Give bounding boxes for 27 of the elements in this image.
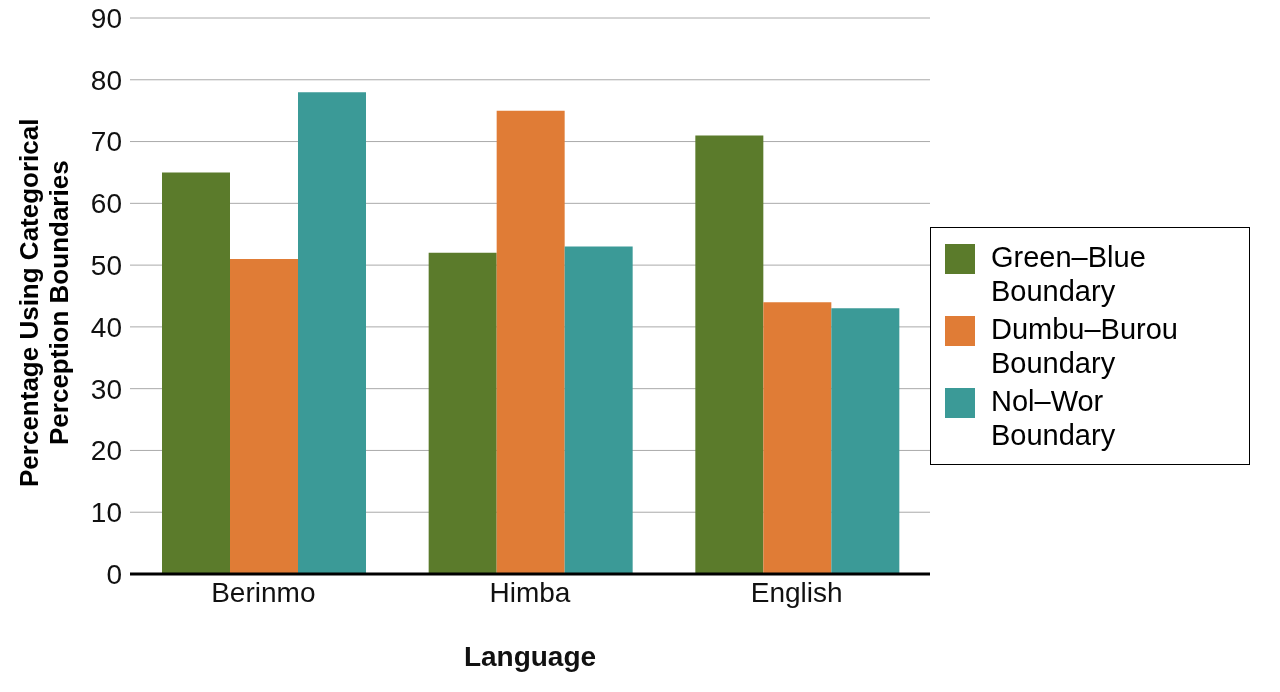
legend-label: Dumbu–Burou Boundary — [991, 312, 1179, 380]
bar — [298, 92, 366, 574]
x-tick-label: Berinmo — [211, 576, 316, 608]
y-tick-label: 10 — [90, 497, 122, 529]
bar — [496, 110, 565, 574]
bar — [763, 302, 832, 574]
y-tick-label: 70 — [90, 126, 122, 158]
bar — [831, 308, 900, 574]
y-tick-label: 40 — [90, 311, 122, 343]
bar — [162, 172, 230, 574]
bar — [695, 135, 764, 574]
y-tick-label: 80 — [90, 64, 122, 96]
x-axis-title: Language — [463, 641, 597, 672]
bar — [230, 258, 298, 574]
bar — [564, 246, 633, 574]
y-tick-label: 60 — [90, 188, 122, 220]
legend-label: Green–Blue Boundary — [991, 240, 1147, 308]
bar — [428, 252, 497, 574]
y-tick-label: 90 — [90, 2, 122, 34]
legend-label: Nol–Wor Boundary — [991, 384, 1117, 452]
x-tick-label: Himba — [489, 576, 571, 608]
y-tick-label: 0 — [106, 558, 122, 590]
y-axis-title: Percentage Using Categorical Perception Boundaries — [14, 117, 74, 490]
x-tick-label: English — [750, 576, 843, 608]
y-tick-label: 30 — [90, 373, 122, 405]
y-tick-label: 50 — [90, 250, 122, 282]
y-tick-label: 20 — [90, 435, 122, 467]
